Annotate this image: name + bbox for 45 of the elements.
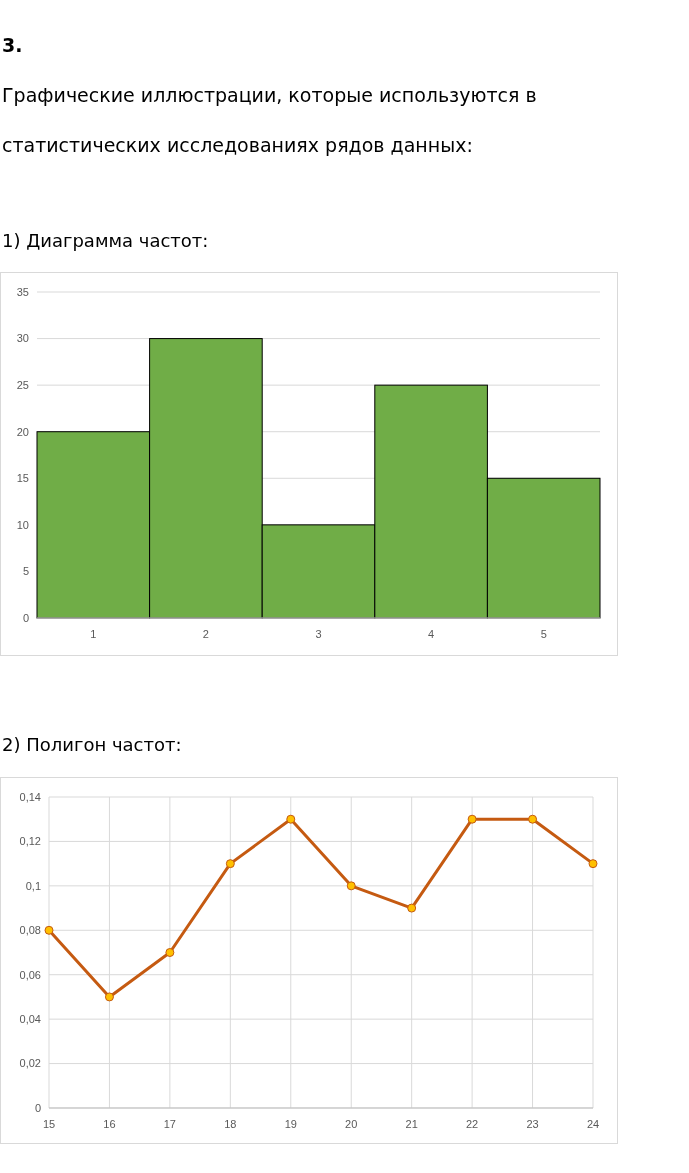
x-tick-label: 15 (42, 1118, 56, 1130)
x-tick-label: 24 (586, 1118, 600, 1130)
y-tick-label: 0,12 (19, 835, 41, 848)
x-tick-label: 2 (202, 628, 209, 640)
text: 3. (2, 33, 24, 58)
chart-title: 1) Диаграмма частот: (2, 229, 209, 253)
point (165, 948, 175, 957)
point (407, 903, 417, 913)
point (286, 814, 296, 824)
y-tick-label: 0,02 (19, 1057, 41, 1070)
y-tick-label: 0,14 (19, 790, 41, 803)
point (44, 925, 54, 935)
y-tick-label: 35 (16, 285, 29, 298)
x-tick-label: 20 (345, 1118, 358, 1130)
point (225, 859, 235, 869)
y-tick-label: 15 (16, 472, 29, 485)
x-tick-label: 23 (526, 1118, 539, 1130)
y-tick-label: 20 (16, 425, 29, 438)
y-tick-label: 30 (16, 332, 29, 345)
chart-title: 2) Полигон частот: (2, 733, 182, 757)
y-tick-label: 0,04 (19, 1012, 41, 1025)
y-tick-label: 25 (16, 378, 29, 391)
point (346, 881, 356, 891)
x-tick-label: 22 (465, 1118, 479, 1130)
y-tick-label: 0,08 (19, 924, 41, 937)
x-tick-label: 4 (428, 628, 435, 640)
y-tick-label: 0 (34, 1101, 41, 1114)
y-tick-label: 0,06 (19, 968, 41, 981)
point (588, 859, 598, 869)
x-tick-label: 16 (103, 1118, 116, 1130)
y-tick-label: 0 (22, 611, 29, 624)
x-tick-label: 17 (163, 1118, 177, 1130)
point (467, 814, 477, 824)
x-tick-label: 5 (540, 628, 547, 640)
y-tick-label: 10 (16, 518, 29, 531)
x-tick-label: 1 (90, 628, 97, 640)
y-tick-label: 0,1 (25, 879, 41, 892)
x-tick-label: 18 (224, 1118, 237, 1130)
x-tick-label: 19 (284, 1118, 297, 1130)
point (104, 992, 114, 1002)
x-tick-label: 3 (315, 628, 322, 640)
text: Графические иллюстрации, которые используются в статистических исследованиях рядов данных: (2, 84, 537, 156)
y-tick-label: 5 (22, 565, 29, 578)
x-tick-label: 21 (405, 1118, 418, 1130)
point (528, 814, 538, 824)
